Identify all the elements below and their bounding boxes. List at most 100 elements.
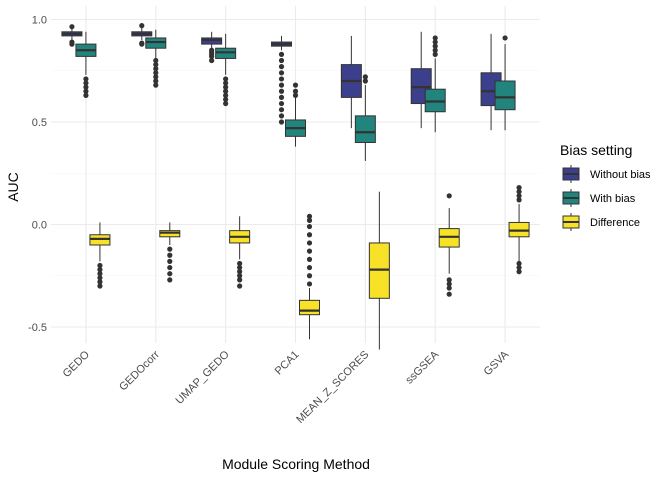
outlier-point — [292, 92, 299, 98]
outlier-point — [83, 76, 89, 82]
boxplot-difference — [159, 222, 181, 283]
outlier-point — [167, 277, 173, 283]
box — [354, 115, 376, 143]
boxplot-without-bias — [131, 23, 153, 47]
outlier-point — [209, 47, 215, 53]
boxplot-without-bias — [340, 35, 362, 129]
outlier-point — [278, 76, 285, 82]
outlier-point — [306, 248, 313, 254]
outlier-point — [223, 96, 229, 103]
outlier-point — [278, 64, 285, 70]
boxplot-difference — [438, 193, 460, 297]
outlier-point — [278, 51, 285, 57]
outlier-point — [516, 189, 522, 195]
boxplot-with-bias — [75, 31, 97, 98]
outlier-point — [278, 82, 285, 88]
outlier-point — [362, 74, 368, 80]
legend-label: With bias — [590, 193, 636, 205]
outlier-point — [306, 217, 313, 223]
outlier-point — [97, 279, 103, 285]
boxplot-with-bias — [215, 33, 237, 107]
outlier-point — [69, 24, 75, 30]
outlier-point — [278, 94, 285, 100]
outlier-point — [97, 283, 103, 289]
outlier-point — [278, 107, 285, 113]
outlier-point — [278, 119, 285, 125]
outlier-point — [278, 57, 285, 64]
outlier-point — [153, 66, 159, 72]
outlier-point — [83, 84, 89, 90]
outlier-point — [167, 258, 173, 264]
outlier-point — [306, 213, 313, 219]
outlier-point — [153, 74, 159, 80]
boxplot-difference — [368, 191, 390, 350]
outlier-point — [153, 70, 159, 76]
outlier-point — [432, 47, 438, 53]
outlier-point — [167, 271, 173, 277]
grid — [51, 6, 540, 343]
outlier-point — [237, 273, 243, 279]
outlier-point — [223, 76, 229, 82]
outlier-point — [83, 92, 89, 98]
outlier-point — [292, 82, 299, 88]
outlier-point — [432, 43, 438, 49]
outlier-point — [153, 78, 159, 84]
outlier-point — [97, 267, 103, 273]
outlier-point — [237, 264, 243, 271]
x-tick-label: GEDO — [61, 348, 93, 380]
outlier-point — [153, 62, 159, 68]
outlier-point — [153, 57, 159, 64]
outlier-point — [516, 264, 522, 271]
outlier-point — [97, 275, 103, 281]
y-tick-label: 1.0 — [32, 15, 47, 27]
x-tick-label: UMAP_GEDO — [174, 348, 233, 407]
outlier-point — [223, 80, 229, 86]
legend-label: Difference — [590, 217, 640, 229]
boxplot-difference — [89, 222, 111, 289]
outlier-point — [278, 113, 285, 119]
outlier-point — [69, 39, 75, 45]
boxplot-with-bias — [145, 29, 167, 88]
outlier-point — [223, 88, 229, 94]
outlier-point — [278, 88, 285, 94]
outlier-point — [139, 40, 145, 46]
outlier-point — [278, 70, 285, 76]
outlier-point — [139, 23, 145, 29]
y-tick-label: 0.5 — [32, 117, 47, 129]
outlier-point — [167, 264, 173, 271]
x-tick-label: GEDOcorr — [117, 348, 162, 393]
outlier-point — [432, 51, 438, 57]
outlier-point — [292, 88, 299, 94]
boxplot-difference — [508, 185, 530, 275]
outlier-point — [446, 285, 452, 291]
legend-title: Bias setting — [560, 142, 632, 158]
outlier-point — [362, 78, 368, 84]
boxplot-difference — [299, 213, 320, 340]
boxplots — [61, 23, 530, 350]
boxplot-with-bias — [354, 74, 376, 161]
boxplot-difference — [229, 216, 251, 289]
outlier-point — [237, 283, 243, 289]
outlier-point — [83, 88, 89, 94]
outlier-point — [167, 246, 173, 252]
outlier-point — [306, 273, 313, 279]
x-tick-label: MEAN_Z_SCORES — [294, 349, 371, 426]
outlier-point — [237, 277, 243, 283]
y-axis-title: AUC — [5, 172, 21, 202]
outlier-point — [209, 57, 215, 64]
outlier-point — [446, 277, 452, 283]
box — [299, 299, 320, 316]
outlier-point — [83, 80, 89, 86]
outlier-point — [167, 252, 173, 258]
x-tick-label: PCA1 — [273, 349, 302, 378]
outlier-point — [153, 82, 159, 88]
boxplot-without-bias — [201, 31, 223, 64]
box — [494, 80, 516, 111]
outlier-point — [446, 193, 452, 199]
outlier-point — [237, 260, 243, 267]
outlier-point — [446, 291, 452, 297]
boxplot-with-bias — [424, 35, 446, 133]
outlier-point — [306, 223, 313, 230]
